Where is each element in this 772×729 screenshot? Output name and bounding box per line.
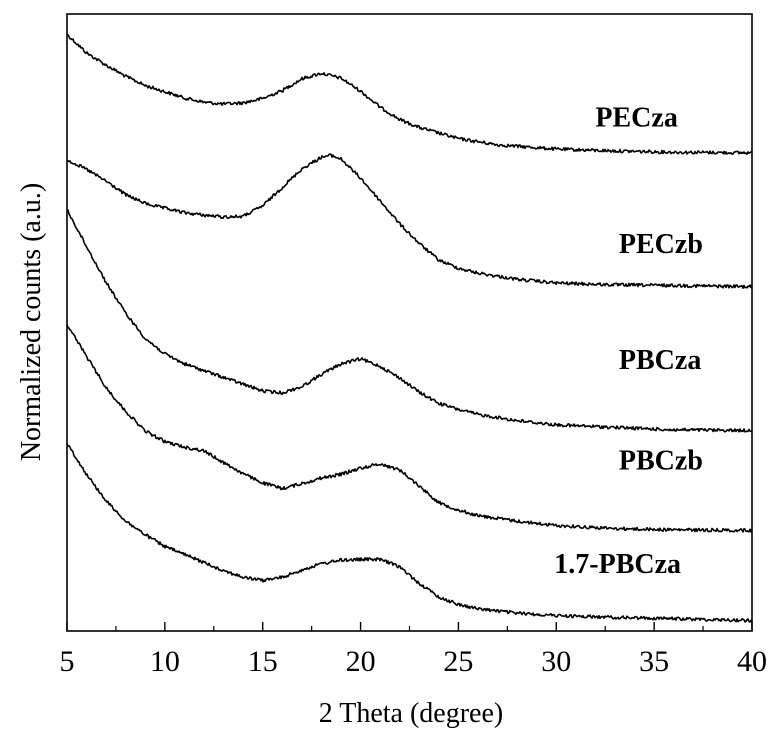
x-axis-label: 2 Theta (degree) [319,698,504,729]
series-line-pbczb [66,324,753,533]
x-tick-label: 25 [443,645,473,678]
x-tick-label: 15 [248,645,278,678]
x-tick-label: 10 [150,645,180,678]
x-tick-label: 20 [346,645,376,678]
series-label-1-7-pbcza: 1.7-PBCza [554,549,681,580]
y-axis-label: Normalized counts (a.u.) [16,183,47,461]
series-line-peczb [66,153,753,289]
series-label-pbczb: PBCzb [619,445,703,476]
series-line-pbcza [66,209,753,433]
series-labels-layer: PECza PECzb PBCza PBCzb 1.7-PBCza [554,102,703,580]
series-label-pecza: PECza [595,102,677,133]
x-tick-label: 35 [639,645,669,678]
series-line-pecza [66,33,753,155]
curves-layer [66,33,753,623]
x-tick-labels-layer: 5 10 15 20 25 30 35 40 [60,645,768,678]
series-label-peczb: PECzb [619,229,703,260]
series-label-pbcza: PBCza [619,345,701,376]
x-tick-label: 5 [60,645,75,678]
x-tick-label: 40 [737,645,767,678]
x-ticks-layer [66,622,753,631]
x-tick-label: 30 [541,645,571,678]
series-line-1-7-pbcza [66,443,753,623]
